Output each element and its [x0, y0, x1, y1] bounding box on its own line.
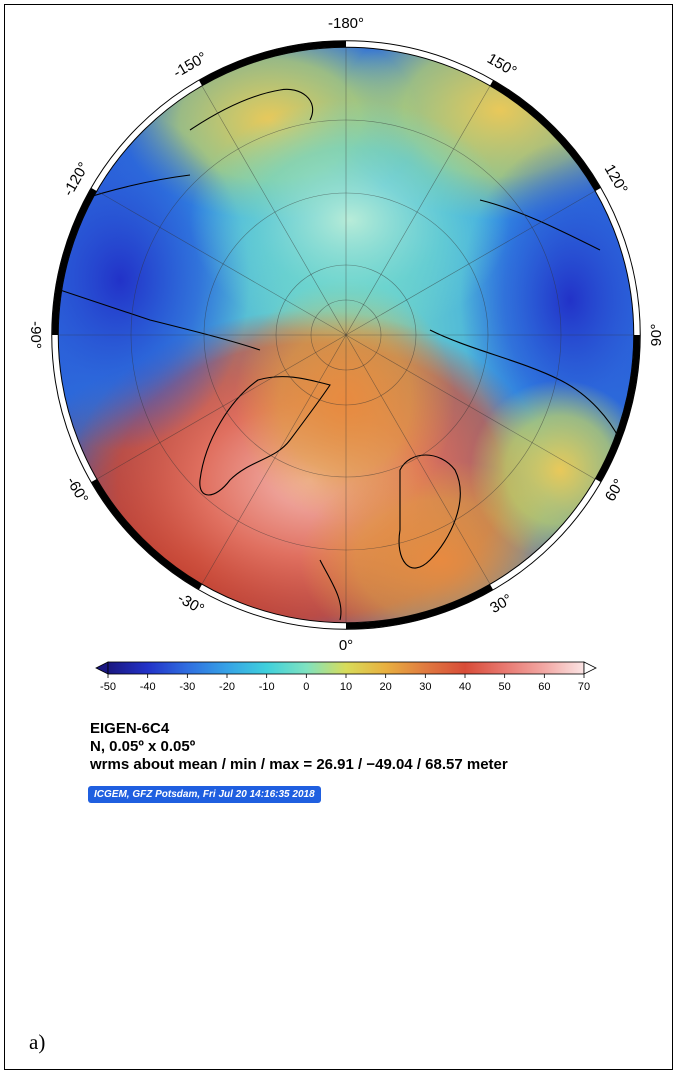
longitude-label: -30°: [175, 590, 207, 619]
longitude-label: 120°: [601, 162, 631, 197]
colorbar-tick-label: -20: [219, 681, 235, 693]
graticule: [58, 47, 634, 623]
colorbar-tick-label: 30: [419, 681, 431, 693]
colorbar-tick-label: -50: [100, 681, 116, 693]
colorbar-arrow-low: [95, 661, 109, 675]
colorbar-tick-label: 40: [459, 681, 471, 693]
colorbar-tick-label: -40: [140, 681, 156, 693]
colorbar-tick-label: 20: [380, 681, 392, 693]
colorbar-arrow-high: [583, 661, 597, 675]
grid-resolution: N, 0.05º x 0.05º: [90, 738, 196, 755]
map-border: [51, 40, 641, 630]
colorbar-tick-label: 60: [538, 681, 550, 693]
panel-label: a): [29, 1030, 46, 1054]
model-name: EIGEN-6C4: [90, 720, 170, 737]
statistics-line: wrms about mean / min / max = 26.91 / −4…: [90, 756, 508, 773]
colorbar-tick-label: 70: [578, 681, 590, 693]
longitude-label: 150°: [484, 50, 519, 80]
longitude-label: 30°: [487, 591, 515, 617]
longitude-label: 60°: [602, 476, 628, 504]
longitude-label: 0°: [339, 637, 353, 654]
longitude-label: -90°: [27, 321, 44, 349]
colorbar-tick-label: 10: [340, 681, 352, 693]
longitude-label: 90°: [648, 324, 665, 347]
colorbar-tick-label: -30: [179, 681, 195, 693]
colorbar-tick-label: 50: [499, 681, 511, 693]
colorbar-tick-label: -10: [259, 681, 275, 693]
colorbar-gradient: [107, 661, 585, 675]
credit-badge: ICGEM, GFZ Potsdam, Fri Jul 20 14:16:35 …: [88, 786, 321, 803]
colorbar-ticks: -50 -40 -30 -20 -10 0 10 20 30 40 50 60 70: [100, 674, 590, 693]
figure-frame: [4, 4, 673, 1070]
longitude-label: -180°: [328, 15, 364, 32]
colorbar-tick-label: 0: [303, 681, 309, 693]
longitude-label: -60°: [63, 474, 92, 506]
colorbar: -50 -40 -30 -20 -10 0 10 20 30 40 50 60 70: [95, 661, 597, 693]
